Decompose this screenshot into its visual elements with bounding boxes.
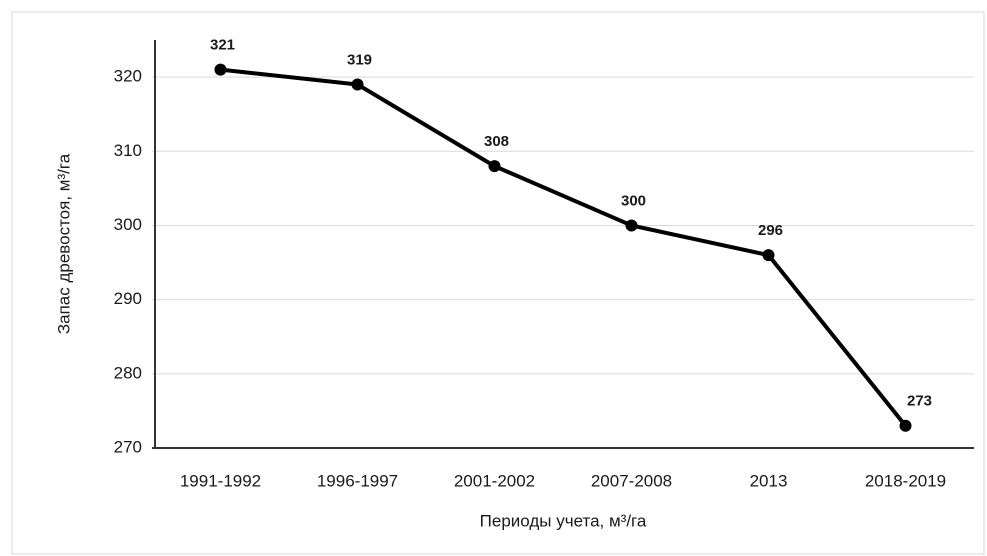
data-label: 308	[484, 133, 509, 150]
y-tick-label: 310	[114, 141, 142, 160]
data-label: 300	[621, 192, 646, 209]
marker	[762, 249, 775, 262]
x-axis-title: Периоды учета, м³/га	[480, 511, 647, 530]
y-tick-label: 300	[114, 215, 142, 234]
x-tick-label: 2001-2002	[454, 471, 535, 490]
marker	[488, 160, 501, 173]
y-axis-title: Запас древостоя, м³/га	[54, 153, 73, 334]
x-tick-label: 2018-2019	[865, 471, 946, 490]
line	[220, 67, 908, 427]
y-tick-label: 290	[114, 289, 142, 308]
x-tick-label: 1991-1992	[180, 471, 261, 490]
marker	[625, 219, 638, 232]
x-tick-label: 2007-2008	[591, 471, 672, 490]
y-tick-label: 270	[114, 437, 142, 456]
y-tick-label: 320	[114, 67, 142, 86]
data-label: 319	[347, 51, 372, 68]
y-tick-label: 280	[114, 363, 142, 382]
data-label: 321	[210, 37, 235, 54]
marker	[351, 78, 364, 91]
marker	[899, 419, 912, 432]
data-label: 296	[758, 222, 783, 239]
x-tick-label: 2013	[750, 471, 788, 490]
marker	[214, 63, 227, 76]
chart-frame	[11, 11, 985, 555]
data-label: 273	[907, 393, 932, 410]
x-tick-label: 1996-1997	[317, 471, 398, 490]
